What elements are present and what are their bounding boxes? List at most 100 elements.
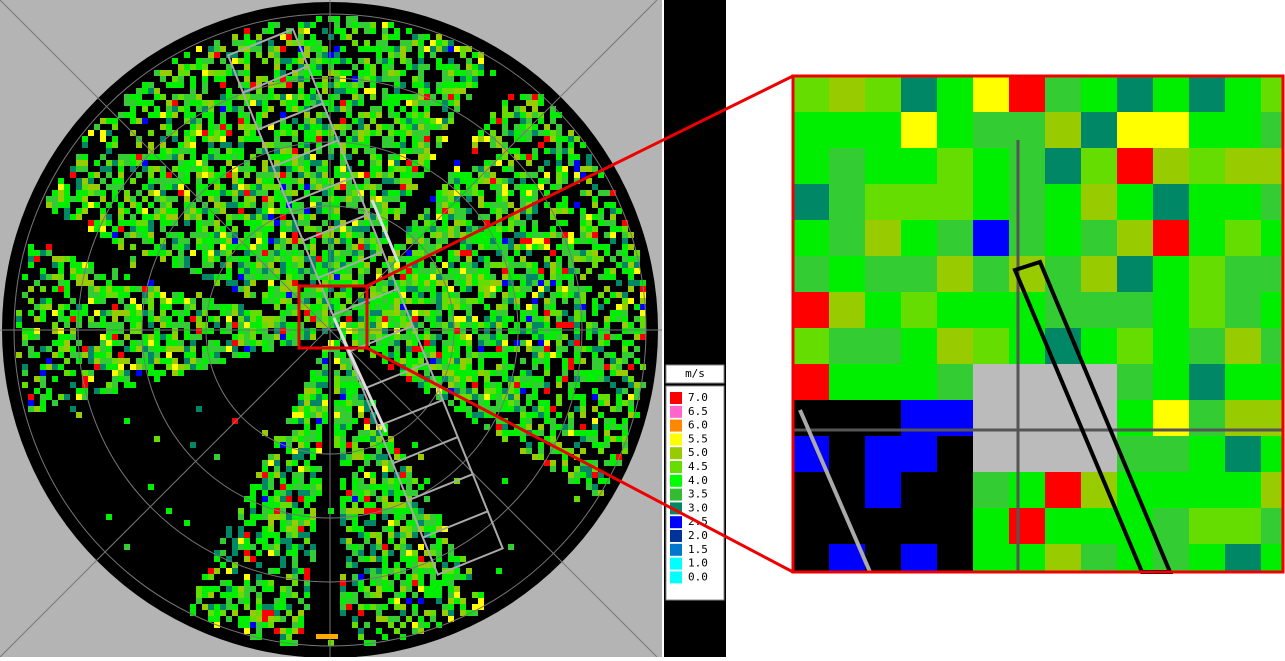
zoom-cell (865, 76, 901, 112)
echo-cell (478, 370, 484, 376)
echo-cell (268, 322, 274, 328)
echo-cell (82, 136, 88, 142)
echo-cell (436, 352, 442, 358)
echo-cell (52, 328, 58, 334)
echo-cell (622, 310, 628, 316)
echo-cell (226, 202, 232, 208)
echo-cell (376, 454, 382, 460)
echo-cell (544, 304, 550, 310)
echo-cell (340, 436, 346, 442)
echo-cell (598, 376, 604, 382)
echo-cell (148, 166, 154, 172)
echo-cell (520, 112, 526, 118)
echo-cell (346, 124, 352, 130)
echo-cell (394, 46, 400, 52)
echo-cell (142, 214, 148, 220)
echo-cell (460, 298, 466, 304)
echo-cell (304, 460, 310, 466)
echo-cell (214, 454, 220, 460)
echo-cell (262, 160, 268, 166)
echo-cell (430, 520, 436, 526)
echo-cell (292, 118, 298, 124)
echo-cell (358, 334, 364, 340)
echo-cell (274, 610, 280, 616)
echo-cell (238, 148, 244, 154)
echo-cell (412, 148, 418, 154)
echo-cell (346, 376, 352, 382)
echo-cell (268, 106, 274, 112)
echo-cell (412, 124, 418, 130)
echo-cell (286, 220, 292, 226)
zoom-cell (829, 364, 865, 400)
zoom-cell (1045, 184, 1081, 220)
echo-cell (292, 202, 298, 208)
echo-cell (28, 394, 34, 400)
echo-cell (112, 304, 118, 310)
echo-cell (262, 604, 268, 610)
echo-cell (136, 232, 142, 238)
echo-cell (196, 214, 202, 220)
echo-cell (352, 130, 358, 136)
echo-cell (520, 136, 526, 142)
echo-cell (334, 166, 340, 172)
zoom-cell (829, 184, 865, 220)
echo-cell (142, 226, 148, 232)
echo-cell (538, 322, 544, 328)
echo-cell (124, 274, 130, 280)
echo-cell (538, 376, 544, 382)
echo-cell (82, 208, 88, 214)
echo-cell (460, 286, 466, 292)
echo-cell (418, 556, 424, 562)
echo-cell (424, 136, 430, 142)
echo-cell (460, 598, 466, 604)
echo-cell (628, 268, 634, 274)
echo-cell (202, 604, 208, 610)
echo-cell (604, 442, 610, 448)
echo-cell (304, 586, 310, 592)
echo-cell (112, 388, 118, 394)
echo-cell (574, 430, 580, 436)
echo-cell (394, 118, 400, 124)
echo-cell (112, 226, 118, 232)
echo-cell (148, 250, 154, 256)
echo-cell (388, 172, 394, 178)
echo-cell (526, 184, 532, 190)
echo-cell (502, 292, 508, 298)
echo-cell (274, 256, 280, 262)
echo-cell (274, 220, 280, 226)
echo-cell (628, 298, 634, 304)
zoom-cell (1225, 148, 1261, 184)
echo-cell (562, 202, 568, 208)
echo-cell (412, 226, 418, 232)
echo-cell (484, 172, 490, 178)
echo-cell (382, 58, 388, 64)
echo-cell (70, 274, 76, 280)
zoom-cell (1189, 436, 1225, 472)
echo-cell (358, 412, 364, 418)
echo-cell (88, 220, 94, 226)
echo-cell (280, 262, 286, 268)
echo-cell (346, 490, 352, 496)
echo-cell (226, 88, 232, 94)
echo-cell (466, 574, 472, 580)
echo-cell (544, 136, 550, 142)
zoom-cell (865, 364, 901, 400)
echo-cell (142, 208, 148, 214)
echo-cell (622, 232, 628, 238)
echo-cell (466, 376, 472, 382)
echo-cell (244, 310, 250, 316)
echo-cell (484, 238, 490, 244)
echo-cell (292, 328, 298, 334)
echo-cell (478, 58, 484, 64)
echo-cell (376, 460, 382, 466)
echo-cell (58, 268, 64, 274)
echo-cell (364, 178, 370, 184)
echo-cell (340, 364, 346, 370)
echo-cell (226, 310, 232, 316)
echo-cell (304, 112, 310, 118)
echo-cell (496, 568, 502, 574)
echo-cell (412, 604, 418, 610)
echo-cell (154, 334, 160, 340)
zoom-cell (793, 220, 829, 256)
echo-cell (478, 130, 484, 136)
